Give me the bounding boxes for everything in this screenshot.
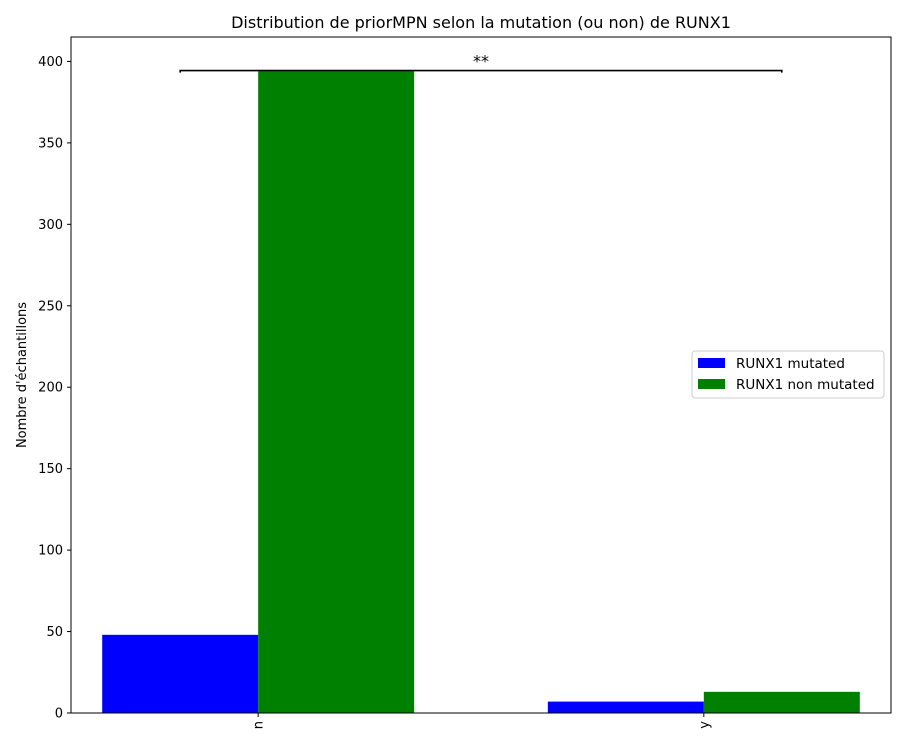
- significance-label: **: [473, 52, 489, 71]
- axes-frame: [70, 36, 892, 714]
- legend-swatch: [698, 358, 725, 368]
- y-tick-label: 0: [55, 707, 63, 722]
- legend-swatch: [698, 379, 725, 389]
- bar-runx1-non-mutated-y: [703, 691, 860, 713]
- y-axis-label: Nombre d'échantillons: [15, 302, 30, 448]
- y-tick-label: 400: [38, 55, 63, 70]
- bar-runx1-mutated-n: [102, 634, 259, 713]
- legend: RUNX1 mutated RUNX1 non mutated: [691, 350, 885, 399]
- y-tick-label: 250: [38, 299, 63, 314]
- legend-entry: RUNX1 mutated: [736, 356, 845, 372]
- legend-box: [691, 350, 885, 399]
- x-tick-label: n: [252, 721, 267, 729]
- y-tick-label: 50: [46, 625, 63, 640]
- significance-bracket: [179, 69, 783, 73]
- x-tick-label: y: [697, 721, 712, 729]
- legend-entry: RUNX1 non mutated: [736, 377, 875, 393]
- bar-runx1-non-mutated-n: [258, 71, 415, 714]
- y-tick-label: 100: [38, 544, 63, 559]
- bar-runx1-mutated-y: [547, 701, 704, 713]
- y-tick-label: 200: [38, 381, 63, 396]
- y-tick-label: 300: [38, 218, 63, 233]
- y-tick-label: 350: [38, 136, 63, 151]
- y-tick-label: 150: [38, 462, 63, 477]
- chart-title: Distribution de priorMPN selon la mutati…: [231, 13, 731, 32]
- plot-area: 0 50 100 150 200 250 300 350 400 n y **: [38, 36, 892, 729]
